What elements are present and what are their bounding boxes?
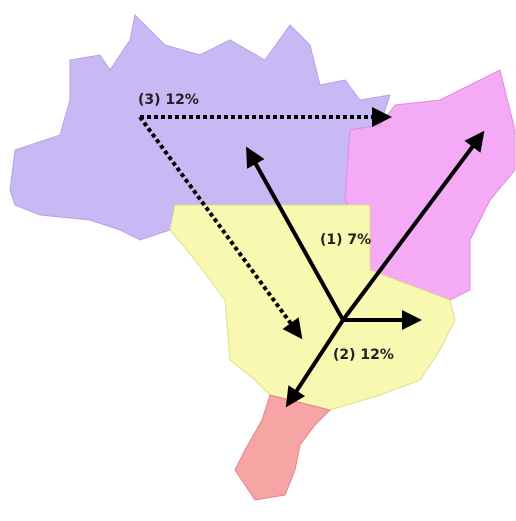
arrows [138,107,485,408]
dotted-arrow [138,115,303,340]
flow-label: (2) 12% [333,347,394,363]
south-region [234,394,331,501]
flow-label: (1) 7% [320,232,371,248]
central-southeast-region [169,204,456,411]
arrow [246,146,345,321]
arrow [341,130,485,322]
north-region [9,13,391,242]
regions [9,13,516,501]
arrow [285,318,345,408]
flow-label: (3) 12% [138,92,199,108]
